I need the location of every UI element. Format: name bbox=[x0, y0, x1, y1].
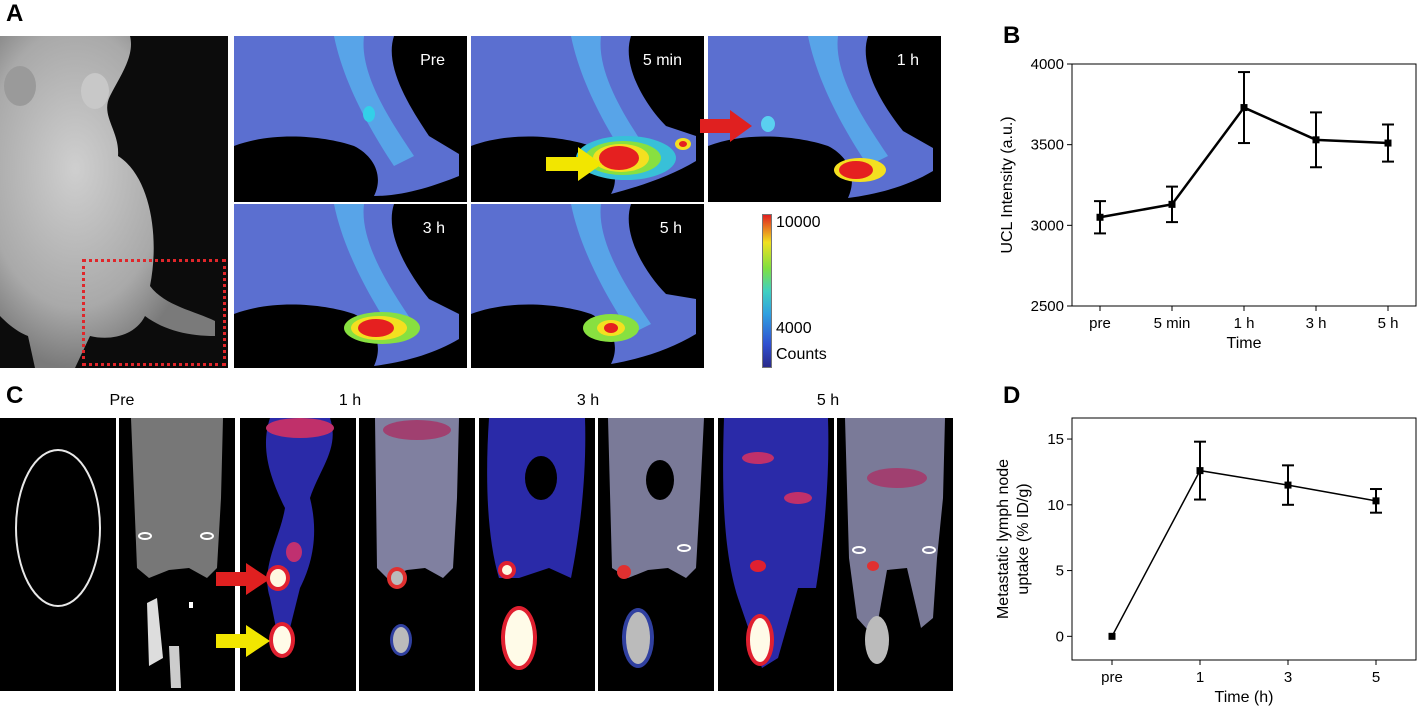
yellow-arrow-icon bbox=[216, 625, 270, 657]
roi-ellipse bbox=[15, 449, 101, 607]
panel-label-b: B bbox=[1003, 22, 1021, 49]
ucl-frame-5min: 5 min bbox=[471, 36, 704, 202]
series-line bbox=[1111, 469, 1377, 637]
panel-label-c: C bbox=[6, 382, 24, 409]
data-point bbox=[1284, 481, 1292, 489]
colorbar-max-label: 10000 bbox=[776, 214, 821, 231]
y-tick-label: 0 bbox=[1056, 628, 1064, 645]
data-point bbox=[1096, 213, 1104, 221]
col-label-1h: 1 h bbox=[338, 392, 362, 409]
x-axis-label: Time bbox=[1227, 335, 1262, 352]
frame-label-pre: Pre bbox=[420, 52, 445, 69]
heat-silhouette bbox=[708, 36, 933, 198]
red-arrow-icon bbox=[700, 110, 752, 142]
fused-3h-drawing bbox=[608, 418, 704, 668]
x-tick-label: 5 bbox=[1372, 669, 1380, 686]
colorbar bbox=[762, 214, 772, 368]
frame-label-3h: 3 h bbox=[422, 220, 445, 237]
fused-5h-image bbox=[837, 418, 953, 691]
frame-label-1h: 1 h bbox=[896, 52, 919, 69]
col-label-pre: Pre bbox=[109, 392, 135, 409]
x-tick-label: 1 h bbox=[1234, 315, 1255, 332]
y-tick-label: 2500 bbox=[1031, 298, 1064, 315]
y-tick-label: 4000 bbox=[1031, 56, 1064, 73]
heat-silhouette bbox=[234, 36, 459, 196]
yellow-arrow-icon bbox=[546, 147, 602, 181]
y-axis-label: UCL Intensity (a.u.) bbox=[999, 116, 1016, 253]
frame-label-5min: 5 min bbox=[642, 52, 682, 69]
mouse-silhouette bbox=[0, 36, 215, 368]
x-tick-label: 3 h bbox=[1306, 315, 1327, 332]
red-arrow-icon bbox=[216, 563, 270, 595]
frame-label-5h: 5 h bbox=[659, 220, 682, 237]
data-point bbox=[1240, 104, 1248, 112]
pet-1h-drawing bbox=[265, 418, 334, 658]
x-tick-label: 5 min bbox=[1154, 315, 1191, 332]
y-tick-label: 10 bbox=[1047, 497, 1064, 514]
col-label-3h: 3 h bbox=[576, 392, 600, 409]
chart-b: 2500 3000 3500 4000 pre 5 min 1 h 3 h 5 h Time UCL… bbox=[999, 56, 1417, 352]
data-point bbox=[1372, 497, 1380, 505]
fused-3h-image bbox=[598, 418, 714, 691]
heat-silhouette bbox=[471, 204, 696, 364]
chart-d: 0 5 10 15 pre 1 3 5 Time (h) Metastatic lymph nod… bbox=[995, 417, 1417, 706]
colorbar-min-label: 4000 bbox=[776, 320, 812, 337]
ct-pre-image bbox=[119, 418, 235, 691]
panel-label-a: A bbox=[6, 0, 24, 27]
data-point bbox=[1168, 200, 1176, 208]
x-tick-label: pre bbox=[1101, 669, 1123, 686]
x-axis-label: Time (h) bbox=[1215, 689, 1274, 706]
roi-dashed-box bbox=[82, 259, 226, 366]
ucl-frame-1h: 1 h bbox=[708, 36, 941, 202]
ucl-frame-3h: 3 h bbox=[234, 204, 467, 368]
y-tick-label: 15 bbox=[1047, 431, 1064, 448]
plot-frame bbox=[1071, 417, 1417, 661]
pet-3h-image bbox=[479, 418, 595, 691]
ucl-frame-5h: 5 h bbox=[471, 204, 704, 368]
pet-5h-drawing bbox=[723, 418, 829, 668]
x-tick-label: pre bbox=[1089, 315, 1111, 332]
panel-label-d: D bbox=[1003, 382, 1021, 409]
fused-5h-drawing bbox=[845, 418, 945, 664]
y-axis-label: Metastatic lymph node bbox=[995, 459, 1012, 619]
data-point bbox=[1312, 136, 1320, 144]
mouse-photo bbox=[0, 36, 228, 368]
col-label-5h: 5 h bbox=[816, 392, 840, 409]
ct-pre-drawing bbox=[131, 418, 223, 688]
y-tick-label: 3000 bbox=[1031, 217, 1064, 234]
data-point bbox=[1384, 139, 1392, 147]
fused-1h-image bbox=[359, 418, 475, 691]
ucl-frame-pre: Pre bbox=[234, 36, 467, 202]
data-point bbox=[1108, 632, 1116, 640]
heat-silhouette bbox=[471, 36, 696, 194]
colorbar-unit-label: Counts bbox=[776, 346, 827, 363]
heat-silhouette bbox=[234, 204, 459, 366]
x-tick-label: 1 bbox=[1196, 669, 1204, 686]
pet-pre-image bbox=[0, 418, 116, 691]
pet-5h-image bbox=[718, 418, 834, 691]
fused-1h-drawing bbox=[375, 418, 459, 656]
y-axis-label: uptake (% ID/g) bbox=[1015, 483, 1032, 594]
x-tick-label: 3 bbox=[1284, 669, 1292, 686]
pet-3h-drawing bbox=[487, 418, 586, 670]
x-tick-label: 5 h bbox=[1378, 315, 1399, 332]
y-tick-label: 5 bbox=[1056, 563, 1064, 580]
data-point bbox=[1196, 467, 1204, 475]
y-tick-label: 3500 bbox=[1031, 137, 1064, 154]
pet-pre-drawing bbox=[15, 449, 101, 607]
